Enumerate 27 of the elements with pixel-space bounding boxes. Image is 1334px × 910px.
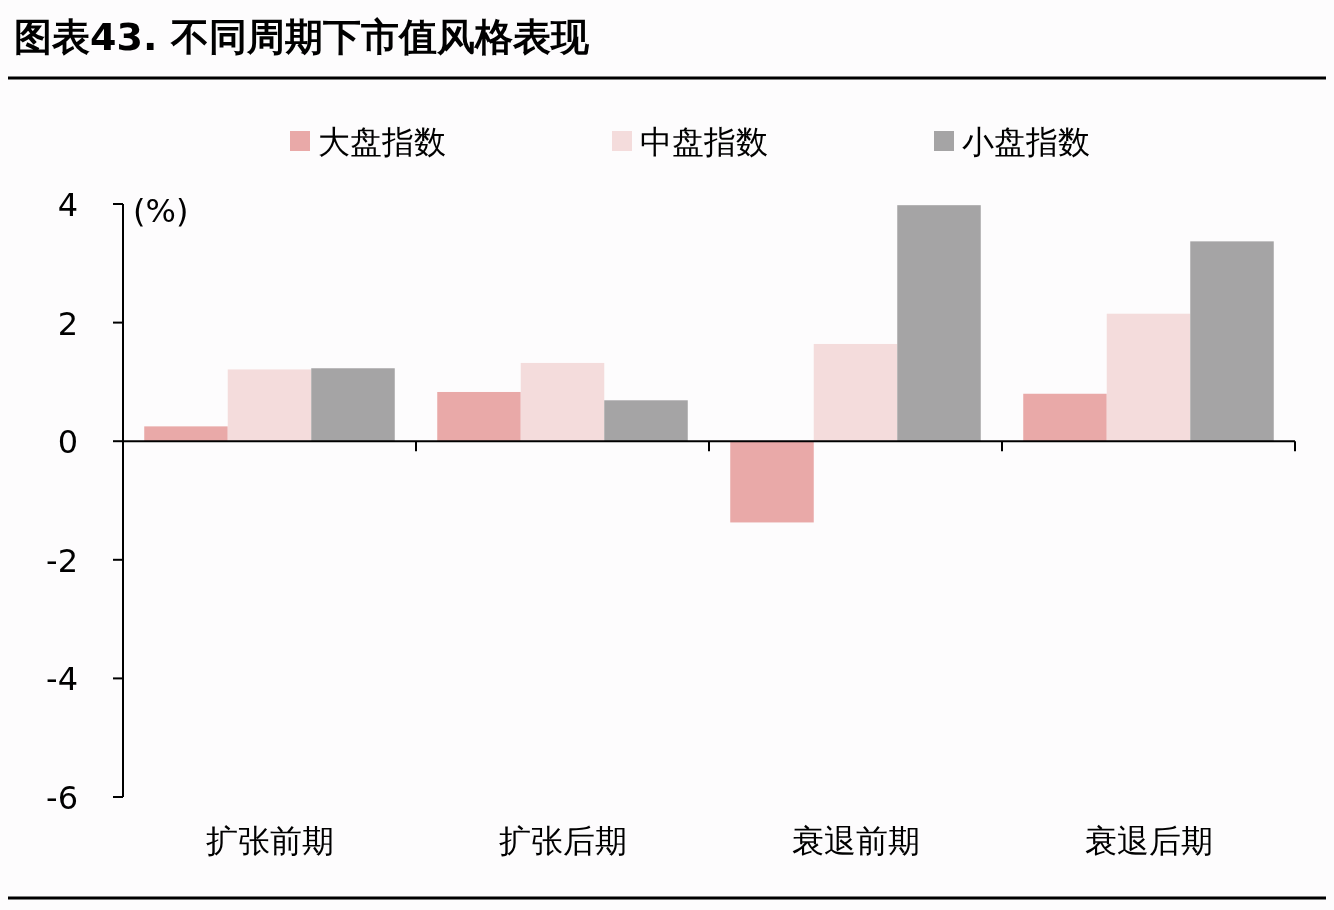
bar (311, 368, 395, 442)
bar (227, 369, 312, 442)
bar (520, 362, 605, 442)
bar (604, 400, 688, 442)
bar (1106, 313, 1191, 442)
bar (1190, 241, 1274, 442)
chart-title: 图表43. 不同周期下市值风格表现 (14, 15, 590, 59)
legend-label: 中盘指数 (640, 123, 768, 161)
y-axis-title: (%) (133, 192, 189, 230)
y-tick-label: -2 (46, 541, 78, 580)
x-tick-label: 衰退前期 (791, 822, 920, 860)
legend-label: 小盘指数 (962, 123, 1090, 161)
bar (144, 426, 228, 442)
bar (813, 343, 898, 442)
y-tick-label: 0 (57, 423, 78, 462)
x-tick-label: 扩张后期 (498, 822, 627, 860)
bar (437, 391, 521, 442)
bar (1023, 393, 1107, 442)
legend-label: 大盘指数 (318, 123, 446, 161)
y-tick-label: 4 (57, 186, 78, 224)
x-tick-label: 扩张前期 (205, 822, 334, 860)
x-tick-label: 衰退后期 (1084, 822, 1213, 860)
bar (730, 441, 814, 523)
y-tick-label: 2 (57, 304, 78, 343)
bar (897, 205, 981, 442)
y-tick-label: -4 (46, 660, 78, 699)
y-tick-label: -6 (46, 779, 78, 817)
